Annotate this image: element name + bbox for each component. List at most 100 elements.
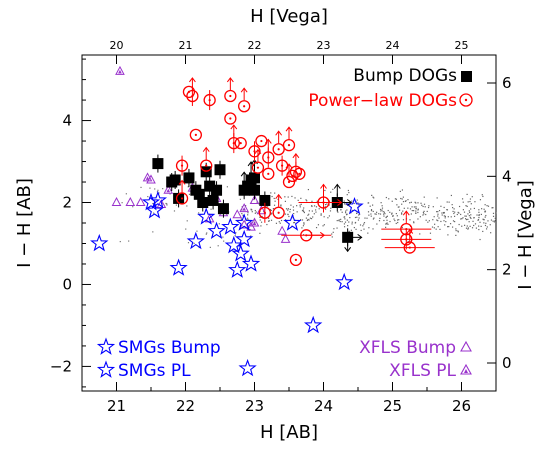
- field-dot: [480, 213, 482, 216]
- field-dot: [291, 195, 293, 198]
- field-dot: [324, 206, 326, 208]
- smg-point: [238, 358, 257, 377]
- field-dot: [455, 228, 457, 230]
- lower-limit-arrowhead: [402, 210, 410, 216]
- field-dot: [367, 211, 370, 213]
- field-dot: [484, 216, 486, 218]
- field-dot: [372, 218, 375, 220]
- xfls-bump-point: [277, 225, 287, 235]
- field-dot: [363, 223, 365, 225]
- field-dot: [382, 213, 385, 215]
- field-dot: [329, 210, 332, 212]
- field-dot: [483, 219, 485, 221]
- field-dot: [385, 226, 387, 228]
- lower-limit-arrowhead: [254, 148, 262, 154]
- field-dot: [245, 205, 247, 207]
- legend-marker-smgs-pl: [96, 360, 116, 378]
- field-dot: [378, 220, 381, 222]
- field-dot: [239, 198, 241, 200]
- power-law-dog-point: [189, 128, 203, 142]
- field-dot: [440, 205, 442, 207]
- bump-dog-point: [207, 194, 219, 206]
- power-law-dog-point-center: [243, 105, 246, 108]
- field-dot: [454, 211, 456, 213]
- field-dot: [344, 221, 347, 223]
- power-law-dog-point-center: [180, 164, 184, 167]
- smg-point: [283, 213, 302, 231]
- smg-point: [241, 254, 261, 272]
- field-dot: [462, 217, 464, 219]
- power-law-dog-point-center: [294, 258, 297, 261]
- field-dot: [235, 232, 237, 234]
- field-dot: [455, 234, 457, 236]
- field-dot: [438, 209, 441, 212]
- field-dot: [372, 210, 374, 213]
- lower-limit-arrowhead: [275, 193, 283, 200]
- field-dot: [209, 246, 211, 248]
- field-dot: [327, 217, 329, 219]
- field-dot: [312, 216, 314, 218]
- smg-point: [335, 272, 354, 291]
- field-dot: [466, 225, 468, 227]
- power-law-dog-point-center: [277, 148, 280, 151]
- power-law-dog-point: [175, 159, 189, 172]
- power-law-dog-point-center: [256, 166, 260, 169]
- field-dot: [455, 229, 457, 232]
- field-dot: [421, 204, 423, 206]
- bump-dog-point: [242, 180, 254, 192]
- power-law-dog-point: [272, 143, 285, 156]
- field-dot: [222, 236, 224, 238]
- field-dot: [415, 210, 417, 212]
- series-xfls-bump: [111, 174, 291, 243]
- legend-top-right: Bump DOGs Power−law DOGs: [308, 66, 473, 111]
- field-dot: [450, 194, 453, 197]
- field-dot: [410, 213, 412, 215]
- field-dot: [379, 217, 381, 220]
- legend-label-xfls-bump: XFLS Bump: [359, 338, 456, 358]
- field-dot: [429, 232, 432, 234]
- field-dot: [301, 210, 304, 212]
- field-dot: [349, 216, 351, 219]
- field-dot: [458, 212, 460, 214]
- top-x-tick-label: 23: [317, 39, 331, 52]
- field-dot: [267, 205, 269, 207]
- field-dot: [452, 220, 455, 222]
- field-dot: [269, 208, 272, 211]
- field-dot: [434, 223, 436, 225]
- field-dot: [267, 220, 270, 222]
- smg-point: [207, 221, 226, 240]
- field-dot: [287, 208, 289, 210]
- field-dot: [341, 211, 343, 213]
- field-dot: [449, 223, 452, 225]
- field-dot: [473, 217, 475, 219]
- field-dot: [469, 216, 471, 218]
- field-dot: [356, 216, 358, 218]
- field-dot: [323, 224, 325, 226]
- field-dot: [359, 224, 362, 226]
- field-dot: [415, 207, 417, 209]
- field-dot: [284, 196, 286, 198]
- field-dot: [477, 219, 480, 221]
- field-dot: [279, 222, 281, 224]
- xfls-pl-point-fill: [145, 176, 150, 180]
- smg-point: [148, 190, 168, 209]
- field-dot: [140, 186, 142, 189]
- field-dot: [460, 218, 462, 220]
- x-tick-label: 26: [452, 397, 471, 415]
- field-dot: [254, 209, 256, 212]
- limit-arrowhead-right: [319, 231, 326, 239]
- field-dot: [402, 219, 405, 221]
- bump-dog-point: [173, 192, 185, 204]
- field-dot: [324, 203, 327, 206]
- field-dot: [423, 203, 426, 205]
- field-dot: [383, 211, 386, 213]
- field-dot: [397, 206, 399, 208]
- field-dot: [351, 221, 353, 223]
- field-dot: [411, 209, 413, 212]
- field-dot: [356, 212, 358, 214]
- field-dot: [382, 211, 384, 213]
- field-dot: [330, 207, 332, 209]
- x-tick-label: 24: [314, 397, 333, 415]
- field-dot: [386, 222, 388, 224]
- field-dot: [474, 201, 476, 203]
